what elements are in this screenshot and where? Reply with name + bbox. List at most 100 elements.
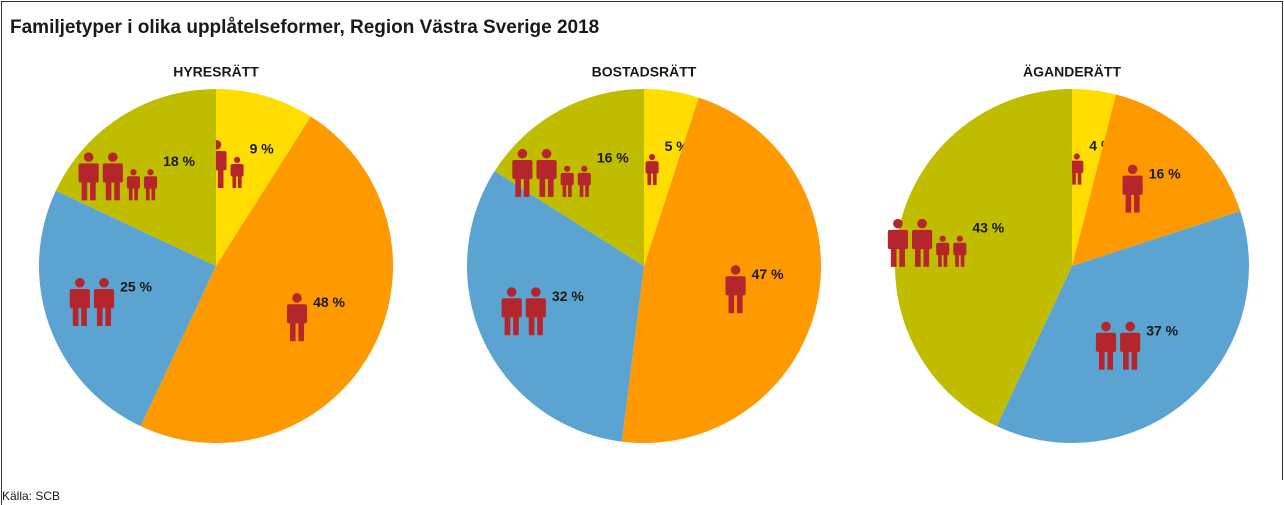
icon-leg xyxy=(1131,350,1138,370)
icon-body xyxy=(1120,332,1141,352)
icon-leg xyxy=(145,187,150,201)
icon-head xyxy=(130,169,137,176)
pie-slice xyxy=(140,116,394,443)
icon-leg xyxy=(960,254,965,267)
icon-head xyxy=(531,287,541,297)
icon-body xyxy=(512,159,533,180)
icon-body xyxy=(725,276,746,296)
icon-leg xyxy=(652,172,657,186)
icon-head xyxy=(292,293,302,303)
value-label: 16 % xyxy=(1149,165,1181,181)
pie-slice xyxy=(1072,89,1117,266)
icon-head xyxy=(83,152,94,162)
icon-leg xyxy=(568,184,572,197)
icon-head xyxy=(1125,321,1135,332)
icon-body xyxy=(911,229,933,250)
pie-title: BOSTADSRÄTT xyxy=(592,64,697,80)
icon-body xyxy=(536,159,557,180)
icon-leg xyxy=(579,184,584,197)
icon-leg xyxy=(1107,350,1114,370)
icon-body xyxy=(953,242,967,256)
icon-body xyxy=(887,229,908,250)
icon-body xyxy=(93,289,115,309)
icon-leg xyxy=(134,187,139,201)
icon-body xyxy=(126,176,140,189)
family-icon xyxy=(69,277,115,326)
family-icon xyxy=(1122,164,1143,213)
pie-slice xyxy=(467,171,644,442)
icon-body xyxy=(1095,332,1117,352)
value-label: 18 % xyxy=(163,153,195,169)
icon-body xyxy=(143,176,158,189)
value-label: 16 % xyxy=(597,150,629,166)
icon-leg xyxy=(943,254,948,267)
pie-slice xyxy=(39,190,216,427)
icon-body xyxy=(286,304,308,324)
icon-body xyxy=(230,163,244,177)
value-label: 43 % xyxy=(972,220,1004,236)
icon-leg xyxy=(114,181,120,201)
icon-head xyxy=(99,277,109,288)
icon-leg xyxy=(728,293,735,314)
icon-leg xyxy=(237,175,242,189)
icon-leg xyxy=(562,184,567,197)
icon-head xyxy=(108,152,118,162)
icon-leg xyxy=(923,247,930,267)
icon-head xyxy=(506,287,517,297)
icon-leg xyxy=(105,181,112,201)
icon-body xyxy=(577,172,591,186)
icon-body xyxy=(525,298,546,318)
icon-head xyxy=(541,148,552,159)
icon-leg xyxy=(539,177,546,197)
icon-leg xyxy=(151,187,156,201)
icon-leg xyxy=(1125,193,1132,213)
icon-body xyxy=(501,298,522,318)
icon-head xyxy=(917,218,927,229)
chart-title: Familjetyper i olika upplåtelseformer, R… xyxy=(10,17,599,38)
icon-leg xyxy=(736,293,743,314)
icon-body xyxy=(645,161,659,174)
icon-leg xyxy=(81,306,87,326)
icon-body xyxy=(1070,160,1084,174)
value-label: 48 % xyxy=(313,294,345,310)
icon-leg xyxy=(90,181,96,201)
icon-leg xyxy=(890,247,897,267)
source: Källa: SCB xyxy=(2,489,60,503)
icon-head xyxy=(517,148,528,159)
family-icon xyxy=(887,218,967,267)
value-label: 25 % xyxy=(120,279,152,295)
value-label: 37 % xyxy=(1146,322,1178,338)
icon-leg xyxy=(513,316,519,336)
pie-slice xyxy=(216,89,311,266)
icon-head xyxy=(75,277,85,288)
family-icon xyxy=(501,287,546,336)
icon-head xyxy=(648,153,656,161)
icon-head xyxy=(939,235,946,242)
icon-head xyxy=(1127,164,1138,175)
icon-leg xyxy=(547,177,554,197)
icon-leg xyxy=(504,316,511,336)
icon-leg xyxy=(1123,350,1129,370)
icon-leg xyxy=(232,175,237,189)
icon-leg xyxy=(128,187,133,201)
icon-head xyxy=(893,218,903,229)
icon-leg xyxy=(1134,193,1140,213)
icon-leg xyxy=(528,316,535,336)
icon-head xyxy=(564,165,571,172)
icon-leg xyxy=(105,306,112,326)
icon-head xyxy=(581,165,588,172)
icon-body xyxy=(560,172,574,186)
family-icon xyxy=(512,148,591,197)
icon-leg xyxy=(585,184,589,197)
icon-body xyxy=(102,163,123,183)
icon-body xyxy=(78,163,99,183)
icon-head xyxy=(1101,321,1111,332)
family-icon xyxy=(1095,321,1141,370)
icon-leg xyxy=(955,254,959,267)
icon-leg xyxy=(938,254,942,267)
icon-leg xyxy=(72,306,79,326)
icon-leg xyxy=(217,168,224,189)
icon-leg xyxy=(899,247,905,267)
icon-leg xyxy=(298,321,305,342)
